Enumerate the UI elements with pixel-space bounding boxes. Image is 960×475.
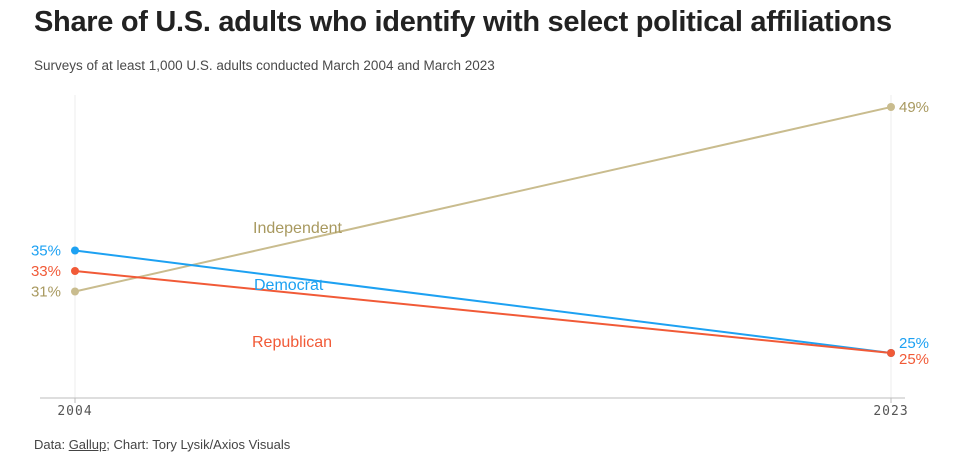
source-note: Data: Gallup; Chart: Tory Lysik/Axios Vi…: [34, 437, 290, 452]
chart-subtitle: Surveys of at least 1,000 U.S. adults co…: [34, 58, 495, 73]
value-label-democrat-2004: 35%: [31, 243, 61, 260]
series-name-independent: Independent: [253, 220, 343, 237]
source-prefix: Data:: [34, 437, 69, 452]
value-label-independent-2004: 31%: [31, 284, 61, 301]
value-label-republican-2004: 33%: [31, 263, 61, 280]
series-line-democrat: [74, 249, 892, 354]
point-independent-2004: [71, 287, 79, 296]
point-republican-2023: [887, 349, 895, 357]
point-democrat-2004: [71, 246, 79, 255]
series-name-republican: Republican: [252, 334, 332, 351]
point-independent-2023: [887, 103, 895, 111]
series-name-democrat: Democrat: [254, 277, 324, 294]
value-label-republican-2023: 25%: [899, 351, 929, 368]
x-tick-label-2004: 2004: [57, 404, 92, 419]
chart-title: Share of U.S. adults who identify with s…: [34, 6, 892, 38]
source-link-gallup[interactable]: Gallup: [68, 437, 107, 452]
series-line-independent: [74, 106, 892, 293]
point-republican-2004: [71, 267, 79, 275]
source-suffix: ; Chart: Tory Lysik/Axios Visuals: [106, 437, 291, 452]
value-label-independent-2023: 49%: [899, 99, 929, 116]
series-line-republican: [74, 270, 892, 354]
x-tick-label-2023: 2023: [873, 404, 908, 419]
value-label-democrat-2023: 25%: [899, 335, 929, 352]
